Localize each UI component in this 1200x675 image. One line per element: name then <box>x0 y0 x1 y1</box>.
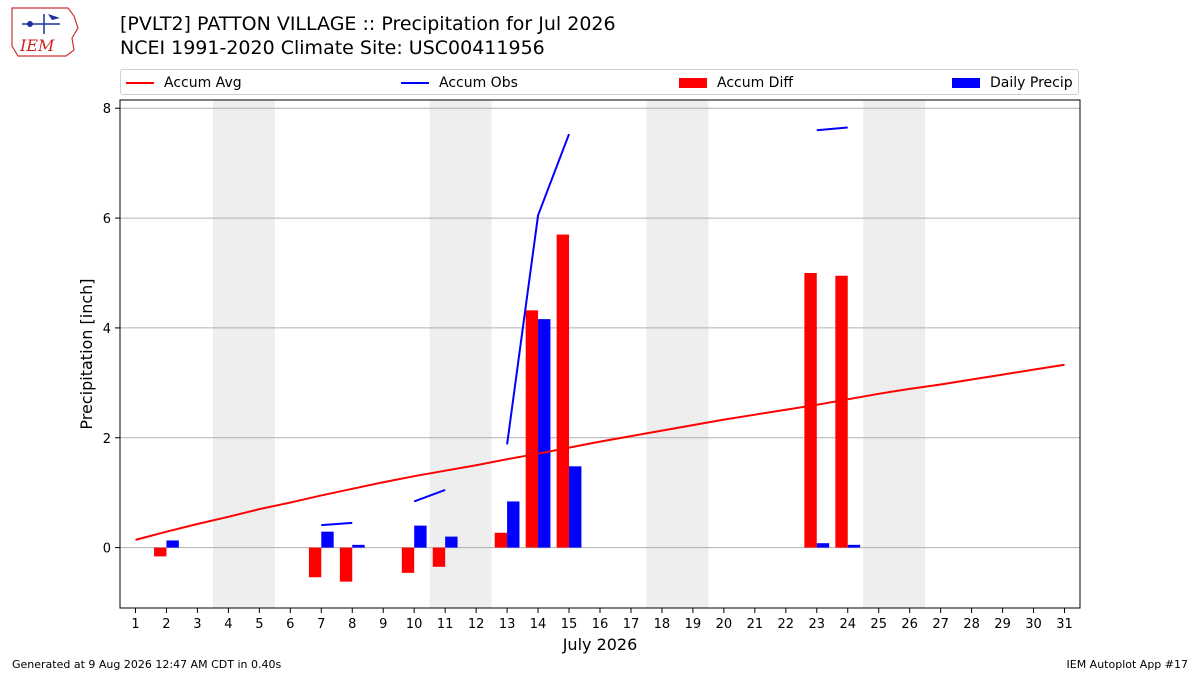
x-tick-label: 2 <box>162 617 170 632</box>
legend-swatch-accum-obs <box>401 82 429 84</box>
x-tick-label: 31 <box>1056 617 1073 632</box>
x-tick-label: 7 <box>317 617 325 632</box>
bars <box>154 234 861 582</box>
legend-label-accum-avg: Accum Avg <box>164 75 242 91</box>
iem-logo: IEM <box>11 7 79 57</box>
y-tick-label: 2 <box>103 432 111 447</box>
logo-text: IEM <box>19 36 55 55</box>
x-tick-label: 6 <box>286 617 294 632</box>
legend-item-accum-diff: Accum Diff <box>679 74 793 92</box>
x-tick-label: 21 <box>747 617 764 632</box>
x-axis-label: July 2026 <box>562 635 638 654</box>
y-tick-label: 8 <box>103 102 111 117</box>
legend-item-daily-precip: Daily Precip <box>952 74 1073 92</box>
accum-diff-bar <box>556 234 570 548</box>
weekend-shade-2 <box>646 100 709 608</box>
accum-diff-bar <box>494 532 508 548</box>
accum-diff-bar <box>339 547 353 582</box>
x-tick-label: 3 <box>193 617 201 632</box>
accum-obs-line-2 <box>506 133 570 445</box>
y-tick-label: 4 <box>103 322 111 337</box>
daily-precip-bar <box>166 540 179 548</box>
weekend-shade-3 <box>863 100 926 608</box>
daily-precip-bar <box>816 543 830 548</box>
accum-obs-line-3 <box>816 126 848 132</box>
accum-diff-bar <box>308 547 322 578</box>
y-tick-label: 6 <box>103 212 111 227</box>
accum-diff-bar <box>804 272 817 548</box>
x-tick-label: 18 <box>654 617 671 632</box>
x-tick-label: 4 <box>224 617 232 632</box>
title-line-2: NCEI 1991-2020 Climate Site: USC00411956 <box>120 37 545 59</box>
chart-title: [PVLT2] PATTON VILLAGE :: Precipitation … <box>120 12 616 60</box>
x-tick-label: 27 <box>932 617 949 632</box>
x-tick-label: 10 <box>406 617 423 632</box>
x-tick-label: 22 <box>778 617 795 632</box>
series-lines <box>135 126 1065 541</box>
title-line-1: [PVLT2] PATTON VILLAGE :: Precipitation … <box>120 13 616 35</box>
legend-label-daily-precip: Daily Precip <box>990 75 1073 91</box>
daily-precip-bar <box>414 525 427 548</box>
x-tick-label: 14 <box>530 617 547 632</box>
y-tick-label: 0 <box>103 542 111 557</box>
x-tick-label: 28 <box>963 617 980 632</box>
footer-app: IEM Autoplot App #17 <box>1066 658 1189 671</box>
accum-diff-bar <box>432 547 446 567</box>
accum-diff-bar <box>835 275 848 548</box>
x-tick-label: 20 <box>716 617 733 632</box>
daily-precip-bar <box>538 319 551 548</box>
daily-precip-bar <box>321 531 334 548</box>
x-tick-label: 1 <box>131 617 139 632</box>
x-tick-label: 5 <box>255 617 263 632</box>
legend-item-accum-obs: Accum Obs <box>401 74 518 92</box>
accum-diff-bar <box>525 310 539 548</box>
y-axis-label: Precipitation [inch] <box>77 278 96 429</box>
x-tick-label: 26 <box>901 617 918 632</box>
grid-lines <box>120 107 1080 549</box>
x-tick-label: 9 <box>379 617 387 632</box>
legend-label-accum-diff: Accum Diff <box>717 75 794 91</box>
daily-precip-bar <box>445 536 458 548</box>
x-tick-label: 13 <box>499 617 516 632</box>
x-tick-label: 24 <box>839 617 856 632</box>
legend-swatch-daily-precip <box>952 78 980 88</box>
accum-avg-line <box>135 363 1065 541</box>
x-tick-label: 25 <box>870 617 887 632</box>
x-tick-label: 11 <box>437 617 454 632</box>
legend-swatch-accum-avg <box>126 82 154 84</box>
x-tick-label: 17 <box>623 617 640 632</box>
accum-obs-line-1 <box>413 488 446 503</box>
x-tick-label: 12 <box>468 617 485 632</box>
x-tick-label: 19 <box>685 617 702 632</box>
legend-swatch-accum-diff <box>679 78 707 88</box>
accum-obs-line-0 <box>321 521 353 527</box>
footer-generated: Generated at 9 Aug 2026 12:47 AM CDT in … <box>12 658 282 671</box>
accum-diff-bar <box>401 547 415 573</box>
x-tick-label: 30 <box>1025 617 1042 632</box>
legend: Accum Avg Accum Obs Accum Diff Daily Pre… <box>120 69 1079 95</box>
x-tick-label: 29 <box>994 617 1011 632</box>
daily-precip-bar <box>507 501 520 548</box>
legend-label-accum-obs: Accum Obs <box>439 75 518 91</box>
daily-precip-bar <box>569 466 582 548</box>
daily-precip-bar <box>352 544 365 548</box>
x-tick-label: 15 <box>561 617 578 632</box>
daily-precip-bar <box>847 544 861 548</box>
x-tick-label: 8 <box>348 617 356 632</box>
x-tick-label: 23 <box>809 617 826 632</box>
weekend-shade-0 <box>212 100 275 608</box>
x-tick-label: 16 <box>592 617 609 632</box>
legend-item-accum-avg: Accum Avg <box>126 74 242 92</box>
weekend-shade-1 <box>429 100 492 608</box>
accum-diff-bar <box>154 547 167 557</box>
weekend-shading <box>212 100 926 608</box>
